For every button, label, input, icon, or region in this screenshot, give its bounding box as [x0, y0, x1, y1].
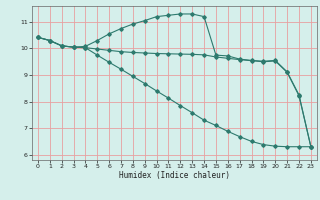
- X-axis label: Humidex (Indice chaleur): Humidex (Indice chaleur): [119, 171, 230, 180]
